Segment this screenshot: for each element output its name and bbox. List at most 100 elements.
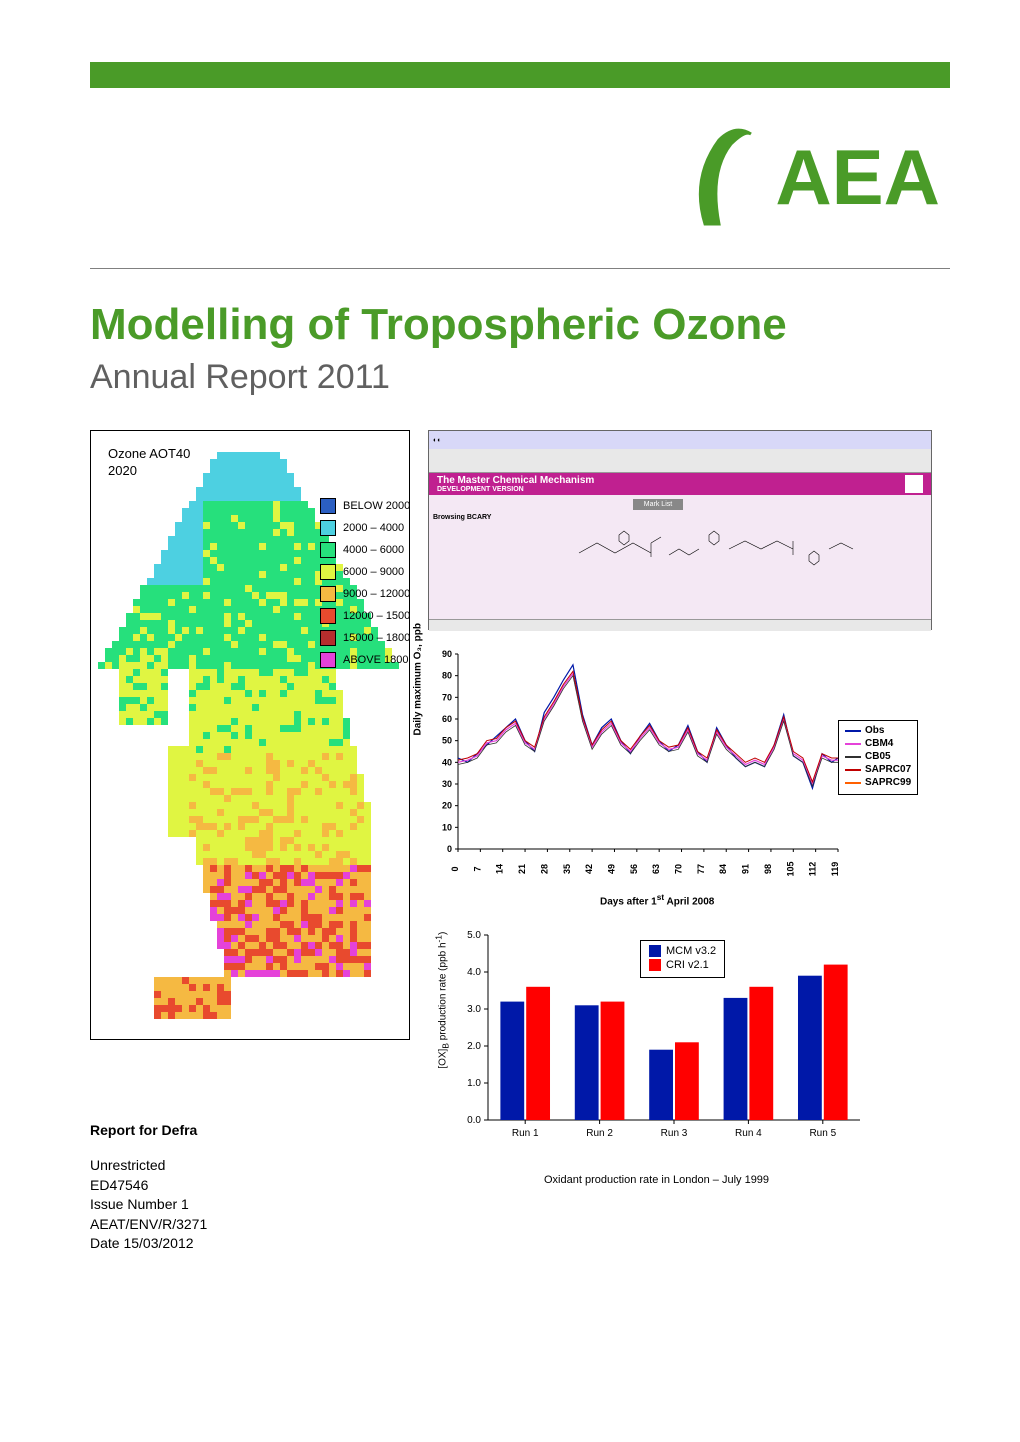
map-legend-item: ABOVE 1800 <box>320 652 410 668</box>
legend-label: 4000 – 6000 <box>343 544 404 556</box>
legend-swatch <box>649 945 661 957</box>
svg-text:2.0: 2.0 <box>467 1041 481 1052</box>
svg-text:3.0: 3.0 <box>467 1004 481 1015</box>
metadata-line: ED47546 <box>90 1176 207 1196</box>
line-legend-item: Obs <box>845 725 911 736</box>
map-legend-item: BELOW 2000 <box>320 498 410 514</box>
legend-swatch <box>320 608 336 624</box>
svg-text:14: 14 <box>495 864 505 874</box>
metadata-line: Issue Number 1 <box>90 1195 207 1215</box>
svg-text:7: 7 <box>472 866 482 871</box>
legend-label: SAPRC99 <box>865 777 911 788</box>
uni-leeds-logo-icon <box>905 475 923 493</box>
svg-text:105: 105 <box>785 861 795 876</box>
bar-legend-item: MCM v3.2 <box>649 945 716 957</box>
browser-title-icon: ◐◐ <box>433 437 441 444</box>
svg-text:98: 98 <box>763 864 773 874</box>
legend-swatch <box>320 564 336 580</box>
mcm-banner-sub: DEVELOPMENT VERSION <box>437 486 594 493</box>
mcm-browser-statusbar <box>429 619 931 631</box>
top-green-band <box>90 62 950 88</box>
map-legend-item: 15000 – 1800 <box>320 630 410 646</box>
line-legend-item: SAPRC07 <box>845 764 911 775</box>
line-chart-xlabel: Days after 1st April 2008 <box>600 892 714 907</box>
map-legend-item: 6000 – 9000 <box>320 564 410 580</box>
svg-text:56: 56 <box>629 864 639 874</box>
svg-text:70: 70 <box>674 864 684 874</box>
mcm-search-button: Mark List <box>633 499 683 510</box>
mcm-browser-titlebar: ◐◐ <box>429 431 931 449</box>
mcm-banner: The Master Chemical Mechanism DEVELOPMEN… <box>429 473 931 495</box>
mcm-browse-label: Browsing BCARY <box>433 514 927 521</box>
legend-label: 6000 – 9000 <box>343 566 404 578</box>
svg-text:5.0: 5.0 <box>467 930 481 941</box>
svg-text:30: 30 <box>442 779 452 789</box>
legend-label: 15000 – 1800 <box>343 632 410 644</box>
line-legend-item: CB05 <box>845 751 911 762</box>
line-chart-legend: Obs CBM4 CB05 SAPRC07 SAPRC99 <box>838 720 918 795</box>
legend-swatch <box>649 959 661 971</box>
legend-swatch <box>320 630 336 646</box>
metadata-line: Unrestricted <box>90 1156 207 1176</box>
svg-text:21: 21 <box>517 864 527 874</box>
legend-swatch <box>320 520 336 536</box>
svg-text:77: 77 <box>696 864 706 874</box>
svg-text:Run 2: Run 2 <box>586 1128 613 1139</box>
legend-line-swatch <box>845 756 861 758</box>
svg-text:1.0: 1.0 <box>467 1078 481 1089</box>
svg-text:50: 50 <box>442 736 452 746</box>
legend-label: SAPRC07 <box>865 764 911 775</box>
legend-label: Obs <box>865 725 884 736</box>
bar-legend-item: CRI v2.1 <box>649 959 716 971</box>
bar-chart-ylabel: [OX]B production rate (ppb h-1) <box>433 932 450 1069</box>
svg-text:63: 63 <box>651 864 661 874</box>
legend-label: CB05 <box>865 751 891 762</box>
aea-logo: AEA <box>687 128 940 226</box>
legend-swatch <box>320 542 336 558</box>
mcm-molecule-structure-icon <box>569 525 889 575</box>
svg-text:60: 60 <box>442 714 452 724</box>
svg-text:Run 3: Run 3 <box>661 1128 688 1139</box>
metadata-line: Date 15/03/2012 <box>90 1234 207 1254</box>
line-chart-ylabel: Daily maximum O₃, ppb <box>413 623 424 735</box>
mcm-body: Mark List Browsing BCARY <box>429 495 931 619</box>
svg-text:28: 28 <box>539 864 549 874</box>
legend-line-swatch <box>845 782 861 784</box>
map-label-line2: 2020 <box>108 463 137 478</box>
legend-label: 9000 – 12000 <box>343 588 410 600</box>
legend-label: CBM4 <box>865 738 893 749</box>
line-legend-item: SAPRC99 <box>845 777 911 788</box>
map-legend-item: 2000 – 4000 <box>320 520 410 536</box>
svg-text:80: 80 <box>442 671 452 681</box>
legend-swatch <box>320 652 336 668</box>
svg-text:0.0: 0.0 <box>467 1115 481 1126</box>
svg-text:119: 119 <box>830 862 840 877</box>
svg-text:49: 49 <box>606 864 616 874</box>
map-legend-item: 4000 – 6000 <box>320 542 410 558</box>
svg-text:84: 84 <box>718 864 728 874</box>
svg-text:0: 0 <box>447 844 452 854</box>
svg-text:91: 91 <box>741 864 751 874</box>
report-metadata: UnrestrictedED47546Issue Number 1AEAT/EN… <box>90 1156 207 1254</box>
map-label: Ozone AOT40 2020 <box>108 446 190 480</box>
logo-text: AEA <box>775 132 940 223</box>
legend-label: MCM v3.2 <box>666 945 716 957</box>
legend-label: CRI v2.1 <box>666 959 709 971</box>
svg-text:0: 0 <box>450 866 460 871</box>
legend-swatch <box>320 586 336 602</box>
svg-text:Run 5: Run 5 <box>809 1128 836 1139</box>
report-for-label: Report for Defra <box>90 1122 197 1138</box>
page-title: Modelling of Tropospheric Ozone <box>90 300 787 350</box>
page-subtitle: Annual Report 2011 <box>90 358 390 397</box>
svg-text:70: 70 <box>442 692 452 702</box>
line-legend-item: CBM4 <box>845 738 911 749</box>
legend-line-swatch <box>845 769 861 771</box>
legend-line-swatch <box>845 743 861 745</box>
svg-text:10: 10 <box>442 822 452 832</box>
mcm-browser-toolbar <box>429 449 931 473</box>
map-legend-item: 9000 – 12000 <box>320 586 410 602</box>
metadata-line: AEAT/ENV/R/3271 <box>90 1215 207 1235</box>
legend-swatch <box>320 498 336 514</box>
legend-label: 2000 – 4000 <box>343 522 404 534</box>
bar-chart-legend: MCM v3.2 CRI v2.1 <box>640 940 725 978</box>
